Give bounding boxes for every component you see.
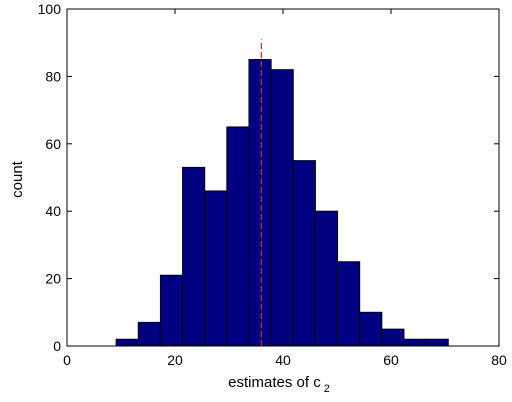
histogram-bar	[159, 274, 184, 347]
x-axis-label-text: estimates of c	[228, 374, 321, 391]
y-tick-label: 20	[45, 271, 61, 287]
x-tick-label: 20	[167, 352, 183, 368]
y-tick-label: 40	[45, 203, 61, 219]
y-tick-label: 60	[45, 136, 61, 152]
histogram-bar	[337, 261, 361, 347]
x-tick-label: 80	[491, 352, 507, 368]
histogram-bar	[137, 321, 161, 347]
histogram-bar	[270, 69, 294, 347]
x-tick-label: 0	[63, 352, 71, 368]
histogram-bar	[359, 311, 383, 347]
histogram-bar	[115, 338, 139, 347]
x-tick-label: 60	[383, 352, 399, 368]
y-axis-label: count	[9, 160, 26, 198]
histogram-bar	[425, 338, 449, 347]
y-tick-label: 100	[38, 1, 62, 17]
x-axis-ticks: 0 20 40 60 80	[63, 9, 507, 368]
x-axis-label-subscript: 2	[324, 383, 330, 395]
histogram-bar	[248, 59, 272, 347]
histogram-bar	[226, 126, 250, 347]
y-axis-ticks: 0 20 40 60 80 100	[38, 1, 499, 354]
histogram-bar	[381, 328, 405, 347]
histogram-bar	[403, 338, 427, 347]
histogram-bar	[182, 166, 206, 347]
y-tick-label: 80	[45, 68, 61, 84]
histogram-bar	[204, 190, 228, 347]
x-tick-label: 40	[275, 352, 291, 368]
y-tick-label: 0	[53, 338, 61, 354]
histogram-bars	[115, 59, 449, 347]
histogram-bar	[314, 210, 339, 347]
histogram-bar	[292, 160, 316, 347]
